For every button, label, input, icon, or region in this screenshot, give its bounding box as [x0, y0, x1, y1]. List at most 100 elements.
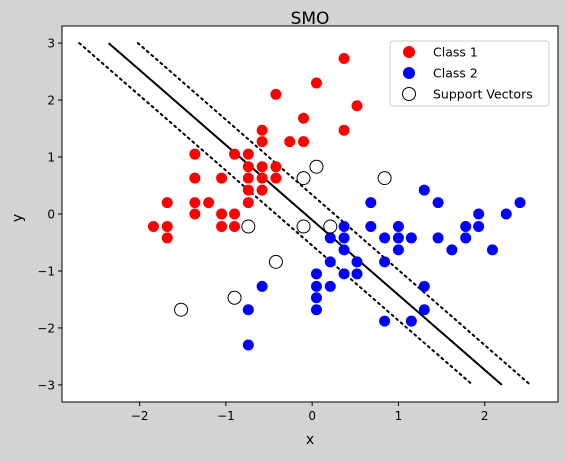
point-class1 [284, 136, 296, 148]
point-class2 [310, 268, 322, 280]
point-class2 [418, 304, 430, 316]
point-class2 [324, 256, 336, 268]
point-class1 [189, 148, 201, 160]
point-class2 [379, 232, 391, 244]
support-vector-marker [268, 254, 283, 269]
y-tick-label: 1 [47, 151, 55, 165]
point-class2 [379, 315, 391, 327]
point-class2 [446, 244, 458, 256]
support-vectors-layer [174, 159, 392, 317]
point-class2 [392, 221, 404, 233]
legend-label-class2: Class 2 [433, 66, 478, 81]
point-class1 [270, 161, 282, 173]
point-class1 [242, 184, 254, 196]
margin-line-lower [78, 42, 474, 386]
point-class2 [473, 208, 485, 220]
support-vector-marker [296, 219, 311, 234]
point-class1 [161, 221, 173, 233]
support-vector-marker [309, 159, 324, 174]
point-class2 [365, 221, 377, 233]
point-class2 [310, 292, 322, 304]
x-tick-label: 0 [308, 409, 316, 423]
point-class1 [229, 208, 241, 220]
point-class1 [242, 197, 254, 209]
y-tick-label: −1 [37, 264, 55, 278]
x-tick-label: −1 [217, 409, 235, 423]
y-tick-label: −3 [37, 378, 55, 392]
point-class2 [514, 197, 526, 209]
point-class2 [365, 197, 377, 209]
point-class2 [324, 280, 336, 292]
decision-boundary-line [107, 42, 503, 386]
support-vector-marker [377, 171, 392, 186]
support-vector-marker [227, 290, 242, 305]
point-class1 [189, 197, 201, 209]
point-class1 [242, 172, 254, 184]
point-class1 [216, 221, 228, 233]
support-vector-marker [296, 171, 311, 186]
point-class2 [338, 221, 350, 233]
margin-line-upper [136, 42, 532, 386]
legend-marker-support-vectors [402, 87, 416, 101]
point-class1 [270, 172, 282, 184]
axes-layer: −2 −1 0 1 2 −3 −2 −1 0 1 2 3 [37, 37, 488, 423]
point-class2 [310, 280, 322, 292]
point-class1 [189, 208, 201, 220]
point-class1 [189, 172, 201, 184]
point-class1 [256, 136, 268, 148]
point-class1 [147, 221, 159, 233]
point-class1 [161, 232, 173, 244]
point-class1 [216, 208, 228, 220]
legend-label-support-vectors: Support Vectors [433, 87, 533, 102]
point-class1 [310, 77, 322, 89]
y-axis-label: y [10, 214, 26, 222]
point-class1 [256, 184, 268, 196]
point-class2 [418, 280, 430, 292]
y-tick-label: 2 [47, 94, 55, 108]
point-class1 [256, 172, 268, 184]
point-class2 [392, 232, 404, 244]
point-class2 [405, 232, 417, 244]
point-class2 [500, 208, 512, 220]
point-class1 [298, 136, 310, 148]
point-class1 [338, 124, 350, 136]
point-class2 [338, 244, 350, 256]
point-class2 [460, 232, 472, 244]
point-class1 [203, 197, 215, 209]
x-tick-label: −2 [131, 409, 149, 423]
point-class2 [460, 221, 472, 233]
point-class1 [256, 124, 268, 136]
point-class1 [298, 112, 310, 124]
point-class1 [338, 52, 350, 64]
point-class1 [229, 221, 241, 233]
point-class2 [351, 268, 363, 280]
point-class2 [242, 304, 254, 316]
y-tick-label: 3 [47, 37, 55, 51]
support-vector-marker [174, 302, 189, 317]
point-class2 [473, 221, 485, 233]
point-class1 [216, 172, 228, 184]
point-class1 [229, 148, 241, 160]
point-class2 [324, 232, 336, 244]
point-class1 [242, 161, 254, 173]
points-layer [147, 52, 526, 351]
lines-layer [78, 42, 532, 386]
point-class1 [161, 197, 173, 209]
point-class2 [310, 304, 322, 316]
point-class2 [338, 268, 350, 280]
point-class1 [256, 161, 268, 173]
point-class2 [256, 280, 268, 292]
legend-marker-class2 [403, 67, 415, 79]
legend-marker-class1 [403, 46, 415, 58]
support-vector-marker [323, 219, 338, 234]
x-axis-label: x [306, 432, 314, 448]
point-class1 [270, 88, 282, 100]
chart-title: SMO [291, 9, 330, 29]
y-tick-label: 0 [47, 208, 55, 222]
x-tick-label: 2 [481, 409, 489, 423]
x-tick-label: 1 [395, 409, 403, 423]
legend: Class 1 Class 2 Support Vectors [389, 40, 550, 107]
legend-box [389, 40, 550, 107]
